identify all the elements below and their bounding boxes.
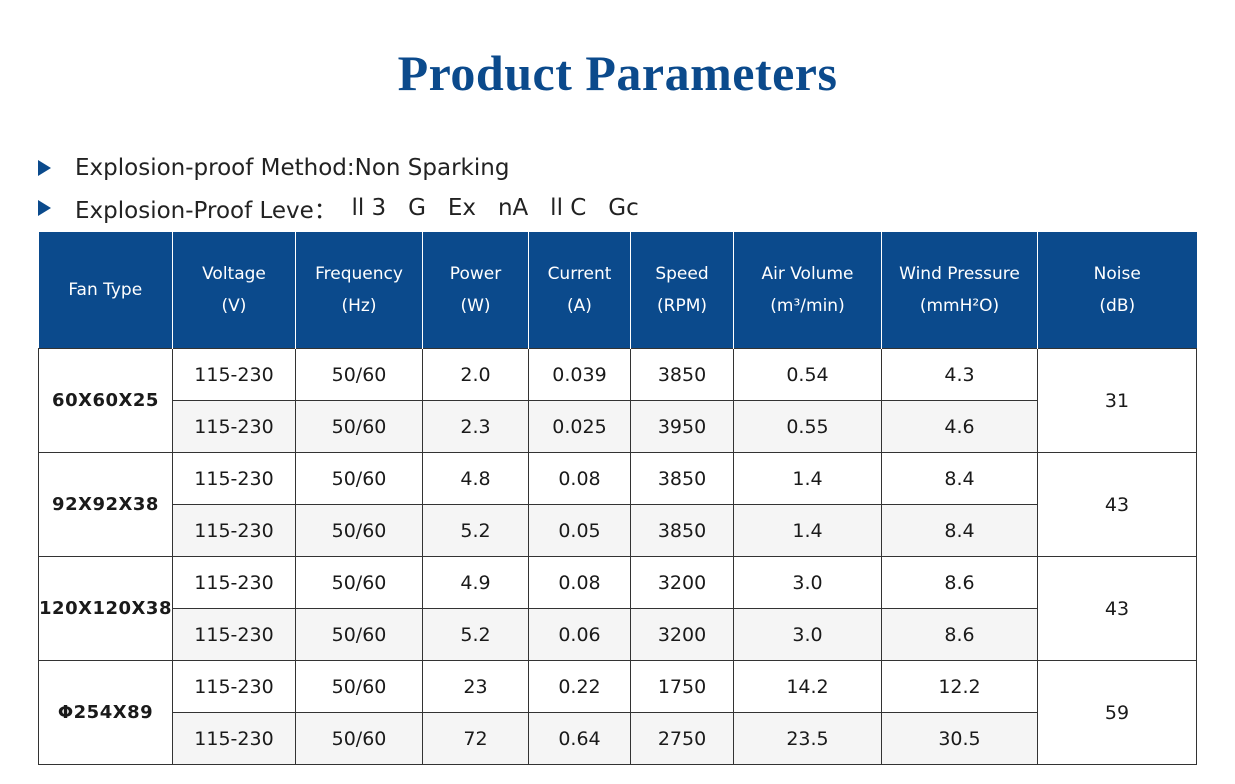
voltage-cell: 115-230: [172, 452, 296, 505]
voltage-cell: 115-230: [172, 712, 296, 765]
wind-pressure-cell: 4.3: [881, 348, 1038, 401]
spec-bullets: Explosion-proof Method: Non Sparking Exp…: [38, 148, 639, 228]
bullet-label: Explosion-proof Method:: [75, 155, 355, 181]
speed-cell: 3850: [630, 452, 734, 505]
bullet-value: ll 3 G Ex nA ll C Gc: [336, 195, 639, 221]
frequency-cell: 50/60: [295, 712, 423, 765]
speed-cell: 3850: [630, 348, 734, 401]
fan-type-cell: 120X120X38: [38, 556, 173, 661]
frequency-cell: 50/60: [295, 348, 423, 401]
voltage-cell: 115-230: [172, 348, 296, 401]
air-volume-cell: 3.0: [733, 556, 882, 609]
frequency-cell: 50/60: [295, 608, 423, 661]
page-title: Product Parameters: [397, 45, 838, 101]
bullet-explosion-level: Explosion-Proof Leve： ll 3 G Ex nA ll C …: [38, 188, 639, 228]
fan-type-cell: 60X60X25: [38, 348, 173, 453]
wind-pressure-cell: 8.4: [881, 452, 1038, 505]
header-power: Power (W): [422, 232, 529, 349]
wind-pressure-cell: 8.6: [881, 556, 1038, 609]
noise-cell: 31: [1037, 348, 1197, 453]
current-cell: 0.08: [528, 452, 631, 505]
header-current: Current (A): [528, 232, 631, 349]
table-row: 120X120X38 115-230 50/60 4.9 0.08 3200 3…: [38, 556, 1197, 661]
wind-pressure-cell: 8.6: [881, 608, 1038, 661]
noise-cell: 43: [1037, 452, 1197, 557]
voltage-cell: 115-230: [172, 400, 296, 453]
speed-cell: 3200: [630, 608, 734, 661]
power-cell: 23: [422, 660, 529, 713]
header-wind-pressure: Wind Pressure (mmH²O): [881, 232, 1038, 349]
voltage-cell: 115-230: [172, 660, 296, 713]
voltage-cell: 115-230: [172, 504, 296, 557]
air-volume-cell: 1.4: [733, 504, 882, 557]
frequency-cell: 50/60: [295, 556, 423, 609]
current-cell: 0.22: [528, 660, 631, 713]
current-cell: 0.08: [528, 556, 631, 609]
fan-type-cell: 92X92X38: [38, 452, 173, 557]
triangle-bullet-icon: [38, 200, 51, 216]
power-cell: 4.9: [422, 556, 529, 609]
speed-cell: 3200: [630, 556, 734, 609]
wind-pressure-cell: 12.2: [881, 660, 1038, 713]
parameters-table: Fan Type Voltage (V) Frequency (Hz) Power(…: [38, 232, 1197, 765]
bullet-explosion-method: Explosion-proof Method: Non Sparking: [38, 148, 639, 188]
noise-cell: 43: [1037, 556, 1197, 661]
speed-cell: 3850: [630, 504, 734, 557]
air-volume-cell: 1.4: [733, 452, 882, 505]
table-row: 115-230 50/60 2.3 0.025 3950 0.55 4.6: [39, 400, 1197, 453]
header-fan-type: Fan Type: [38, 232, 173, 349]
speed-cell: 1750: [630, 660, 734, 713]
air-volume-cell: 14.2: [733, 660, 882, 713]
table-row: 115-230 50/60 72 0.64 2750 23.5 30.5: [39, 712, 1197, 765]
table-row: 115-230 50/60 5.2 0.06 3200 3.0 8.6: [39, 608, 1197, 661]
fan-type-cell: Φ254X89: [38, 660, 173, 765]
power-cell: 72: [422, 712, 529, 765]
power-cell: 2.0: [422, 348, 529, 401]
bullet-value: Non Sparking: [354, 155, 510, 181]
air-volume-cell: 23.5: [733, 712, 882, 765]
frequency-cell: 50/60: [295, 400, 423, 453]
voltage-cell: 115-230: [172, 556, 296, 609]
table-row: 115-230 50/60 5.2 0.05 3850 1.4 8.4: [39, 504, 1197, 557]
air-volume-cell: 0.55: [733, 400, 882, 453]
table-row: Φ254X89 115-230 50/60 23 0.22 1750 14.2 …: [38, 660, 1197, 765]
current-cell: 0.025: [528, 400, 631, 453]
power-cell: 5.2: [422, 608, 529, 661]
frequency-cell: 50/60: [295, 504, 423, 557]
noise-cell: 59: [1037, 660, 1197, 765]
current-cell: 0.05: [528, 504, 631, 557]
power-cell: 4.8: [422, 452, 529, 505]
header-frequency: Frequency (Hz): [295, 232, 423, 349]
power-cell: 2.3: [422, 400, 529, 453]
frequency-cell: 50/60: [295, 660, 423, 713]
table-header-row: Fan Type Voltage (V) Frequency (Hz) Power(…: [38, 232, 1197, 349]
bullet-label: Explosion-Proof Leve：: [75, 198, 337, 224]
air-volume-cell: 0.54: [733, 348, 882, 401]
triangle-bullet-icon: [38, 160, 51, 176]
wind-pressure-cell: 30.5: [881, 712, 1038, 765]
wind-pressure-cell: 4.6: [881, 400, 1038, 453]
current-cell: 0.06: [528, 608, 631, 661]
header-speed: Speed (RPM): [630, 232, 734, 349]
table-row: 92X92X38 115-230 50/60 4.8 0.08 3850 1.4…: [38, 452, 1197, 557]
wind-pressure-cell: 8.4: [881, 504, 1038, 557]
power-cell: 5.2: [422, 504, 529, 557]
current-cell: 0.039: [528, 348, 631, 401]
air-volume-cell: 3.0: [733, 608, 882, 661]
table-row: 60X60X25 115-230 50/60 2.0 0.039 3850 0.…: [38, 348, 1197, 453]
voltage-cell: 115-230: [172, 608, 296, 661]
frequency-cell: 50/60: [295, 452, 423, 505]
header-air-volume: Air Volume (m³/min): [733, 232, 882, 349]
header-voltage: Voltage (V): [172, 232, 296, 349]
header-noise: Noise (dB): [1037, 232, 1197, 349]
current-cell: 0.64: [528, 712, 631, 765]
speed-cell: 2750: [630, 712, 734, 765]
speed-cell: 3950: [630, 400, 734, 453]
